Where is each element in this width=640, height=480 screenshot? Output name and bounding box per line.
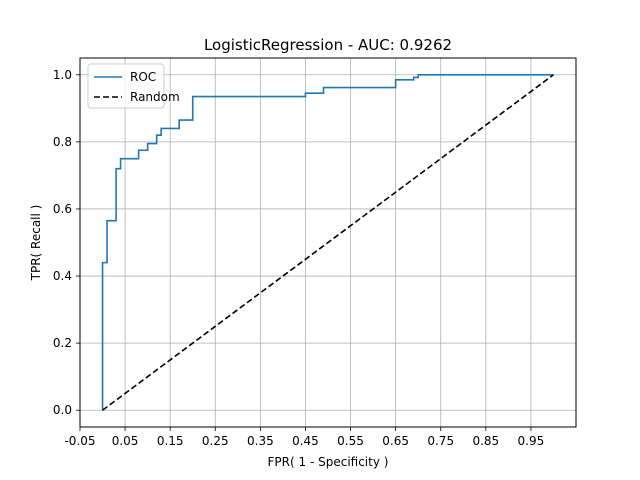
plot-series	[101, 73, 554, 411]
x-tick-label: 0.25	[202, 434, 229, 448]
x-tick-label: -0.05	[64, 434, 95, 448]
legend: ROC Random	[87, 63, 180, 109]
y-tick-label: 0.8	[53, 135, 72, 149]
legend-label-random: Random	[130, 90, 180, 104]
x-tick-label: 0.45	[292, 434, 319, 448]
grid	[79, 58, 576, 427]
x-tick-label: 0.05	[112, 434, 139, 448]
y-tick-label: 0.6	[53, 202, 72, 216]
x-tick-label: 0.55	[337, 434, 364, 448]
y-tick-label: 0.4	[53, 269, 72, 283]
x-tick-label: 0.35	[247, 434, 274, 448]
plot-frame	[79, 57, 577, 428]
series-line-roc	[101, 73, 554, 411]
y-axis-label: TPR( Recall )	[29, 205, 43, 282]
axis-ticks: -0.05 0.05 0.15 0.25 0.35 0.45 0.55 0.65 0.75 0.8…	[53, 68, 544, 448]
series-line-random	[102, 74, 554, 411]
x-tick-label: 0.85	[472, 434, 499, 448]
x-tick-label: 0.65	[382, 434, 409, 448]
x-axis-label: FPR( 1 - Specificity )	[268, 455, 389, 469]
y-tick-label: 1.0	[53, 68, 72, 82]
x-tick-label: 0.15	[157, 434, 184, 448]
chart-title: LogisticRegression - AUC: 0.9262	[204, 36, 452, 54]
y-tick-label: 0.2	[53, 336, 72, 350]
legend-label-roc: ROC	[130, 70, 156, 84]
y-tick-label: 0.0	[53, 403, 72, 417]
x-tick-label: 0.75	[427, 434, 454, 448]
x-tick-label: 0.95	[518, 434, 545, 448]
